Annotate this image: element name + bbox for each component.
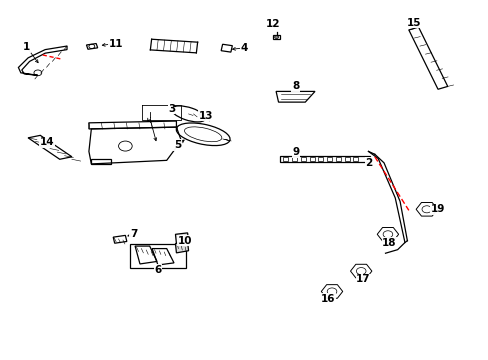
Text: 17: 17 — [356, 274, 370, 284]
Text: 1: 1 — [23, 42, 30, 52]
Text: 9: 9 — [292, 147, 299, 157]
Text: 13: 13 — [198, 111, 212, 121]
Text: 14: 14 — [40, 138, 54, 148]
Text: 4: 4 — [240, 43, 248, 53]
Text: 6: 6 — [154, 265, 161, 275]
Polygon shape — [175, 242, 188, 253]
Text: 3: 3 — [167, 104, 175, 113]
Polygon shape — [175, 233, 188, 244]
Text: 2: 2 — [365, 158, 372, 168]
Text: 19: 19 — [430, 204, 444, 214]
Text: 11: 11 — [108, 39, 122, 49]
Text: 18: 18 — [381, 238, 396, 248]
Text: 10: 10 — [178, 236, 192, 246]
Text: 15: 15 — [406, 18, 420, 28]
Text: 8: 8 — [291, 81, 299, 91]
Circle shape — [274, 36, 278, 39]
Text: 12: 12 — [265, 18, 279, 28]
Text: 5: 5 — [173, 140, 181, 150]
Text: 16: 16 — [320, 294, 335, 303]
Text: 7: 7 — [130, 229, 137, 239]
